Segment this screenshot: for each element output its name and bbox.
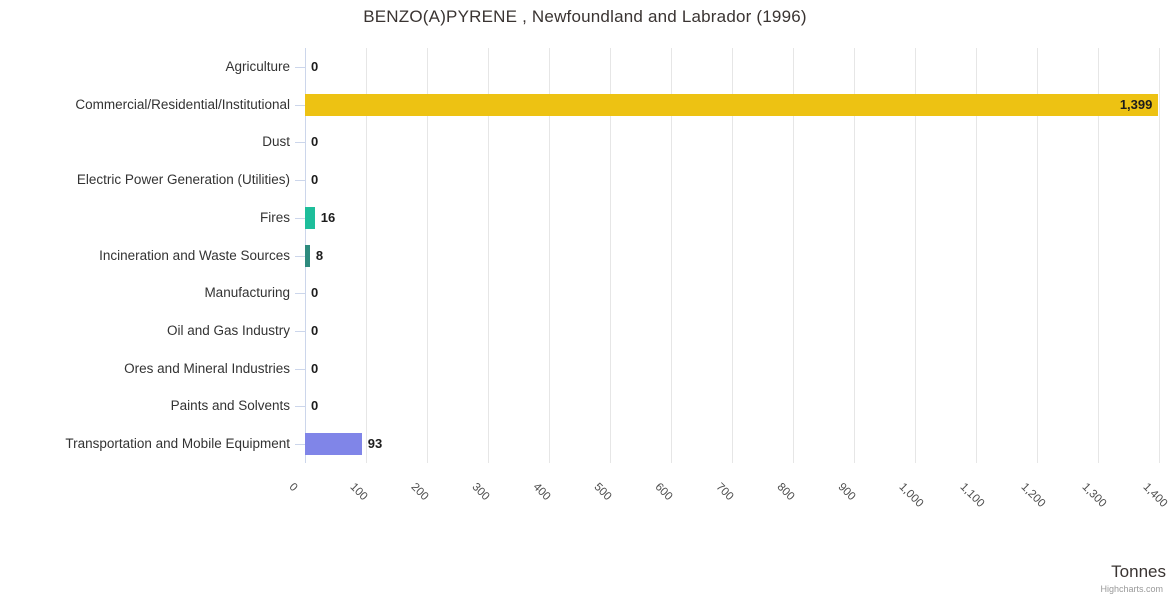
- x-axis-tick-label: 1,100: [957, 481, 987, 510]
- gridline: [854, 48, 855, 463]
- x-axis-tick-label: 1,000: [896, 481, 926, 510]
- value-label: 0: [311, 58, 319, 74]
- value-label: 16: [320, 209, 336, 225]
- category-label: Electric Power Generation (Utilities): [76, 172, 290, 188]
- x-axis-tick-label: 100: [347, 481, 370, 504]
- x-axis-tick-label: 1,400: [1140, 481, 1170, 510]
- gridline: [671, 48, 672, 463]
- bar-incineration-and-waste-sources[interactable]: [305, 244, 310, 267]
- value-label: 0: [311, 134, 319, 150]
- value-label: 0: [311, 172, 319, 188]
- x-axis-tick-label: 300: [469, 481, 492, 504]
- category-axis-tick: [295, 66, 305, 68]
- category-label: Dust: [262, 134, 290, 150]
- category-label: Commercial/Residential/Institutional: [75, 96, 290, 112]
- category-axis-tick: [295, 142, 305, 144]
- value-label: 8: [315, 247, 324, 263]
- bar-transportation-and-mobile-equipment[interactable]: [305, 433, 362, 456]
- x-axis-tick-label: 900: [835, 481, 858, 504]
- gridline: [488, 48, 489, 463]
- gridline: [549, 48, 550, 463]
- bar-fires[interactable]: [305, 206, 315, 229]
- category-axis-tick: [295, 406, 305, 408]
- category-axis-tick: [295, 217, 305, 219]
- chart-title: BENZO(A)PYRENE , Newfoundland and Labrad…: [363, 7, 807, 26]
- gridline: [915, 48, 916, 463]
- bar-commercial-residential-institutional[interactable]: [305, 93, 1159, 116]
- x-axis-tick-label: 1,300: [1079, 481, 1109, 510]
- gridline: [732, 48, 733, 463]
- gridline: [1037, 48, 1038, 463]
- value-label: 0: [311, 322, 319, 338]
- x-axis-tick-label: 500: [591, 481, 614, 504]
- category-label: Paints and Solvents: [170, 398, 290, 414]
- x-axis-tick-label: 700: [713, 481, 736, 504]
- value-label: 0: [311, 360, 319, 376]
- x-axis-tick-label: 1,200: [1018, 481, 1048, 510]
- category-axis-tick: [295, 330, 305, 332]
- category-label: Oil and Gas Industry: [166, 322, 290, 338]
- gridline: [610, 48, 611, 463]
- category-label: Incineration and Waste Sources: [99, 247, 290, 263]
- x-axis-tick-label: 600: [652, 481, 675, 504]
- category-label: Fires: [260, 209, 290, 225]
- x-axis-tick-label: 800: [774, 481, 797, 504]
- x-axis-tick-label: 400: [530, 481, 553, 504]
- category-axis-tick: [295, 368, 305, 370]
- value-label: 1,399: [1119, 96, 1153, 112]
- gridline: [427, 48, 428, 463]
- category-axis-tick: [295, 180, 305, 182]
- gridline: [976, 48, 977, 463]
- category-axis-tick: [295, 255, 305, 257]
- gridline: [793, 48, 794, 463]
- x-axis-title: Tonnes: [1111, 562, 1166, 581]
- gridline: [366, 48, 367, 463]
- x-axis-tick-label: 0: [286, 481, 300, 495]
- value-label: 93: [367, 436, 383, 452]
- category-axis-tick: [295, 104, 305, 106]
- gridline: [1098, 48, 1099, 463]
- x-axis-tick-label: 200: [408, 481, 431, 504]
- gridline: [1159, 48, 1160, 463]
- category-axis-tick: [295, 444, 305, 446]
- category-label: Agriculture: [225, 58, 290, 74]
- category-label: Manufacturing: [204, 285, 290, 301]
- value-label: 0: [311, 398, 319, 414]
- value-label: 0: [311, 285, 319, 301]
- category-label: Ores and Mineral Industries: [124, 360, 290, 376]
- highcharts-credit[interactable]: Highcharts.com: [1100, 584, 1163, 594]
- category-axis-tick: [295, 293, 305, 295]
- category-label: Transportation and Mobile Equipment: [65, 436, 290, 452]
